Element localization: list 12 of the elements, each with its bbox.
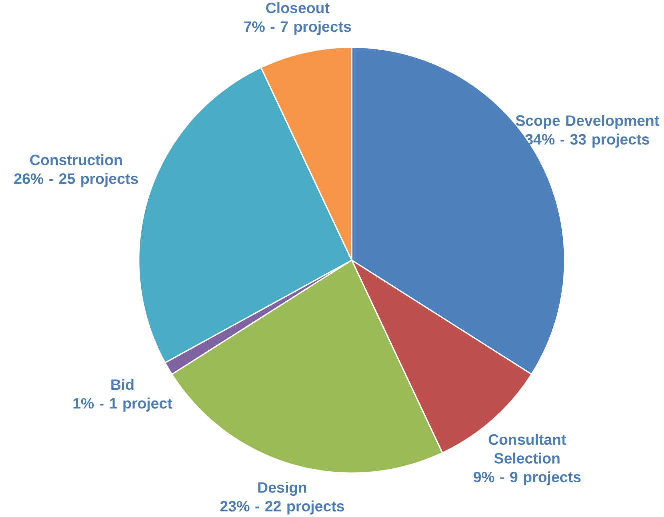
- slice-label: Bid: [112, 379, 134, 390]
- slice-label: Design: [258, 482, 307, 496]
- slice-label: Closeout: [266, 2, 330, 14]
- slice-label: Construction: [30, 154, 122, 166]
- data-label: 23% - 22 projects: [220, 500, 344, 515]
- data-label: 7% - 7 projects: [244, 21, 352, 36]
- data-label: 9% - 9 projects: [474, 471, 581, 486]
- data-label: 1% - 1 project: [74, 398, 172, 412]
- data-label: 26% - 25 projects: [14, 173, 138, 188]
- slice-label: Scope Development: [516, 115, 660, 130]
- slice-label: Consultant Selection: [488, 434, 566, 464]
- data-label: 34% - 33 projects: [526, 134, 650, 148]
